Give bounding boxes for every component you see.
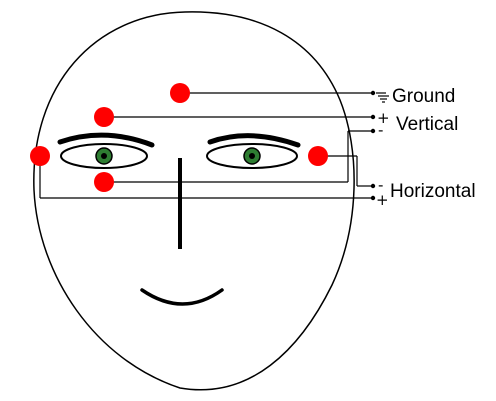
terminal-horizontal-minus — [370, 183, 376, 189]
horizontal-minus-sign: - — [378, 176, 383, 194]
left-pupil — [101, 153, 107, 159]
terminal-ground — [370, 90, 376, 96]
ground-symbol-icon — [376, 92, 389, 103]
right-eyebrow — [207, 133, 301, 148]
vertical-plus-sign: + — [377, 109, 390, 127]
ground-label: Ground — [392, 86, 455, 107]
right-eye — [206, 143, 298, 169]
horizontal-plus-electrode — [30, 146, 50, 166]
vertical-minus-electrode — [94, 172, 114, 192]
left-eye — [60, 143, 148, 169]
ground-electrode — [170, 83, 190, 103]
horizontal-label: Horizontal — [390, 181, 476, 202]
left-eyebrow — [57, 132, 155, 148]
right-pupil — [249, 153, 255, 159]
face-outline — [33, 11, 355, 391]
vertical-plus-electrode — [94, 107, 114, 127]
terminal-vertical-plus — [370, 114, 376, 120]
terminal-horizontal-plus — [370, 195, 376, 201]
terminal-vertical-minus — [370, 128, 376, 134]
vertical-label: Vertical — [396, 114, 458, 135]
horizontal-minus-electrode — [308, 146, 328, 166]
mouth — [140, 288, 224, 306]
vertical-minus-sign: - — [378, 121, 383, 139]
horizontal-plus-sign: + — [376, 191, 389, 209]
